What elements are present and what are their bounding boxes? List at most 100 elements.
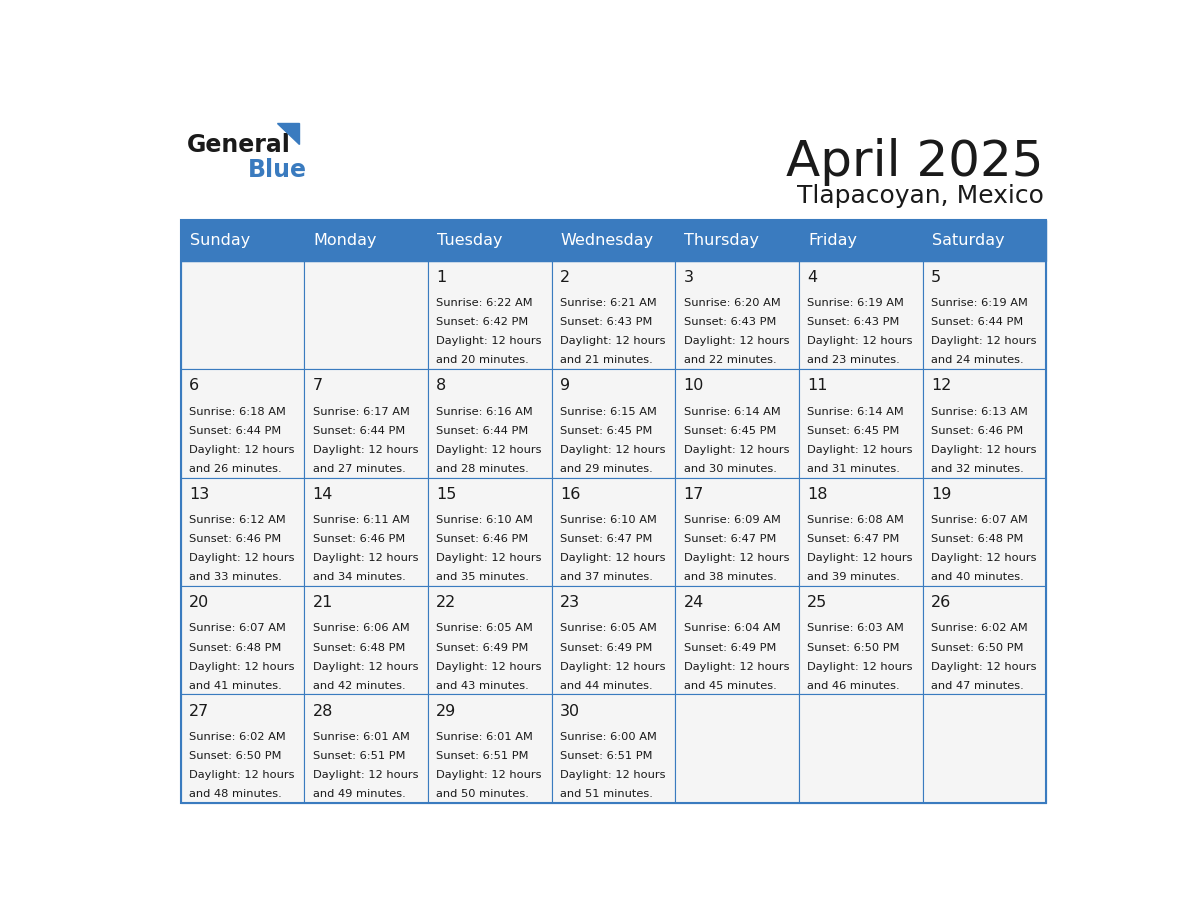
Text: Sunrise: 6:19 AM: Sunrise: 6:19 AM — [807, 298, 904, 308]
FancyBboxPatch shape — [304, 694, 428, 803]
FancyBboxPatch shape — [551, 261, 675, 369]
Text: and 22 minutes.: and 22 minutes. — [683, 355, 776, 365]
Text: Sunrise: 6:07 AM: Sunrise: 6:07 AM — [189, 623, 286, 633]
Text: Daylight: 12 hours: Daylight: 12 hours — [931, 662, 1036, 672]
Text: 28: 28 — [312, 703, 333, 719]
Text: Daylight: 12 hours: Daylight: 12 hours — [683, 445, 789, 454]
Text: Sunrise: 6:14 AM: Sunrise: 6:14 AM — [683, 407, 781, 417]
Text: Daylight: 12 hours: Daylight: 12 hours — [807, 336, 912, 346]
Text: and 32 minutes.: and 32 minutes. — [931, 464, 1024, 474]
FancyBboxPatch shape — [304, 586, 428, 694]
FancyBboxPatch shape — [428, 477, 551, 586]
Text: Sunset: 6:51 PM: Sunset: 6:51 PM — [312, 751, 405, 761]
Text: Daylight: 12 hours: Daylight: 12 hours — [189, 554, 295, 564]
Text: 20: 20 — [189, 595, 209, 610]
Text: Sunrise: 6:02 AM: Sunrise: 6:02 AM — [931, 623, 1028, 633]
Text: 29: 29 — [436, 703, 456, 719]
Text: Sunrise: 6:06 AM: Sunrise: 6:06 AM — [312, 623, 410, 633]
Text: Daylight: 12 hours: Daylight: 12 hours — [560, 662, 665, 672]
Text: Sunrise: 6:03 AM: Sunrise: 6:03 AM — [807, 623, 904, 633]
Text: Sunset: 6:45 PM: Sunset: 6:45 PM — [560, 426, 652, 436]
Text: Daylight: 12 hours: Daylight: 12 hours — [807, 662, 912, 672]
Text: 24: 24 — [683, 595, 703, 610]
FancyBboxPatch shape — [181, 477, 304, 586]
FancyBboxPatch shape — [923, 261, 1047, 369]
Text: Sunset: 6:49 PM: Sunset: 6:49 PM — [560, 643, 652, 653]
Text: and 39 minutes.: and 39 minutes. — [807, 572, 901, 582]
Text: Sunday: Sunday — [190, 233, 251, 248]
Text: 3: 3 — [683, 270, 694, 285]
Text: Sunrise: 6:14 AM: Sunrise: 6:14 AM — [807, 407, 904, 417]
Text: and 51 minutes.: and 51 minutes. — [560, 789, 652, 800]
Text: Sunrise: 6:07 AM: Sunrise: 6:07 AM — [931, 515, 1028, 525]
Text: and 47 minutes.: and 47 minutes. — [931, 681, 1024, 690]
Text: and 26 minutes.: and 26 minutes. — [189, 464, 282, 474]
Text: Daylight: 12 hours: Daylight: 12 hours — [312, 770, 418, 780]
Text: 12: 12 — [931, 378, 952, 393]
Text: Daylight: 12 hours: Daylight: 12 hours — [560, 554, 665, 564]
Text: 25: 25 — [807, 595, 828, 610]
Text: 5: 5 — [931, 270, 941, 285]
Text: Sunset: 6:47 PM: Sunset: 6:47 PM — [683, 534, 776, 544]
Text: Daylight: 12 hours: Daylight: 12 hours — [436, 554, 542, 564]
FancyBboxPatch shape — [181, 369, 304, 477]
Text: and 30 minutes.: and 30 minutes. — [683, 464, 777, 474]
Text: Sunset: 6:51 PM: Sunset: 6:51 PM — [560, 751, 652, 761]
Text: and 50 minutes.: and 50 minutes. — [436, 789, 529, 800]
Text: 7: 7 — [312, 378, 323, 393]
Text: Sunset: 6:45 PM: Sunset: 6:45 PM — [807, 426, 899, 436]
Text: and 33 minutes.: and 33 minutes. — [189, 572, 282, 582]
Text: Friday: Friday — [808, 233, 857, 248]
Text: Sunset: 6:43 PM: Sunset: 6:43 PM — [683, 318, 776, 328]
FancyBboxPatch shape — [304, 477, 428, 586]
FancyBboxPatch shape — [181, 219, 1047, 261]
Text: 1: 1 — [436, 270, 447, 285]
Text: Sunrise: 6:19 AM: Sunrise: 6:19 AM — [931, 298, 1028, 308]
Text: Sunset: 6:50 PM: Sunset: 6:50 PM — [189, 751, 282, 761]
Text: Sunrise: 6:10 AM: Sunrise: 6:10 AM — [436, 515, 533, 525]
Text: Daylight: 12 hours: Daylight: 12 hours — [683, 662, 789, 672]
Text: April 2025: April 2025 — [786, 139, 1043, 186]
Text: 11: 11 — [807, 378, 828, 393]
Text: Sunset: 6:44 PM: Sunset: 6:44 PM — [436, 426, 529, 436]
Text: Daylight: 12 hours: Daylight: 12 hours — [931, 336, 1036, 346]
Text: and 38 minutes.: and 38 minutes. — [683, 572, 777, 582]
FancyBboxPatch shape — [923, 694, 1047, 803]
Text: Daylight: 12 hours: Daylight: 12 hours — [931, 554, 1036, 564]
Text: 22: 22 — [436, 595, 456, 610]
Text: Monday: Monday — [314, 233, 377, 248]
Text: Daylight: 12 hours: Daylight: 12 hours — [189, 770, 295, 780]
Text: and 43 minutes.: and 43 minutes. — [436, 681, 529, 690]
Text: Sunrise: 6:16 AM: Sunrise: 6:16 AM — [436, 407, 533, 417]
Text: Daylight: 12 hours: Daylight: 12 hours — [683, 554, 789, 564]
Text: Sunrise: 6:01 AM: Sunrise: 6:01 AM — [312, 732, 410, 742]
Text: Thursday: Thursday — [684, 233, 759, 248]
Text: Daylight: 12 hours: Daylight: 12 hours — [436, 336, 542, 346]
Text: Tlapacoyan, Mexico: Tlapacoyan, Mexico — [796, 185, 1043, 208]
Text: Daylight: 12 hours: Daylight: 12 hours — [560, 336, 665, 346]
Text: Daylight: 12 hours: Daylight: 12 hours — [189, 662, 295, 672]
Text: 16: 16 — [560, 487, 580, 502]
Text: and 35 minutes.: and 35 minutes. — [436, 572, 529, 582]
FancyBboxPatch shape — [675, 261, 798, 369]
Text: Sunset: 6:46 PM: Sunset: 6:46 PM — [931, 426, 1023, 436]
Text: and 46 minutes.: and 46 minutes. — [807, 681, 899, 690]
Text: Sunrise: 6:01 AM: Sunrise: 6:01 AM — [436, 732, 533, 742]
Text: 26: 26 — [931, 595, 952, 610]
FancyBboxPatch shape — [923, 586, 1047, 694]
Text: 8: 8 — [436, 378, 447, 393]
FancyBboxPatch shape — [181, 586, 304, 694]
Text: 6: 6 — [189, 378, 200, 393]
FancyBboxPatch shape — [798, 586, 923, 694]
Text: Sunset: 6:43 PM: Sunset: 6:43 PM — [807, 318, 899, 328]
FancyBboxPatch shape — [798, 369, 923, 477]
Text: and 48 minutes.: and 48 minutes. — [189, 789, 282, 800]
Text: Sunrise: 6:00 AM: Sunrise: 6:00 AM — [560, 732, 657, 742]
Text: Wednesday: Wednesday — [561, 233, 653, 248]
Text: 27: 27 — [189, 703, 209, 719]
FancyBboxPatch shape — [923, 477, 1047, 586]
Text: 4: 4 — [807, 270, 817, 285]
Text: Sunset: 6:47 PM: Sunset: 6:47 PM — [807, 534, 899, 544]
Text: Sunrise: 6:05 AM: Sunrise: 6:05 AM — [560, 623, 657, 633]
Text: Sunrise: 6:02 AM: Sunrise: 6:02 AM — [189, 732, 286, 742]
